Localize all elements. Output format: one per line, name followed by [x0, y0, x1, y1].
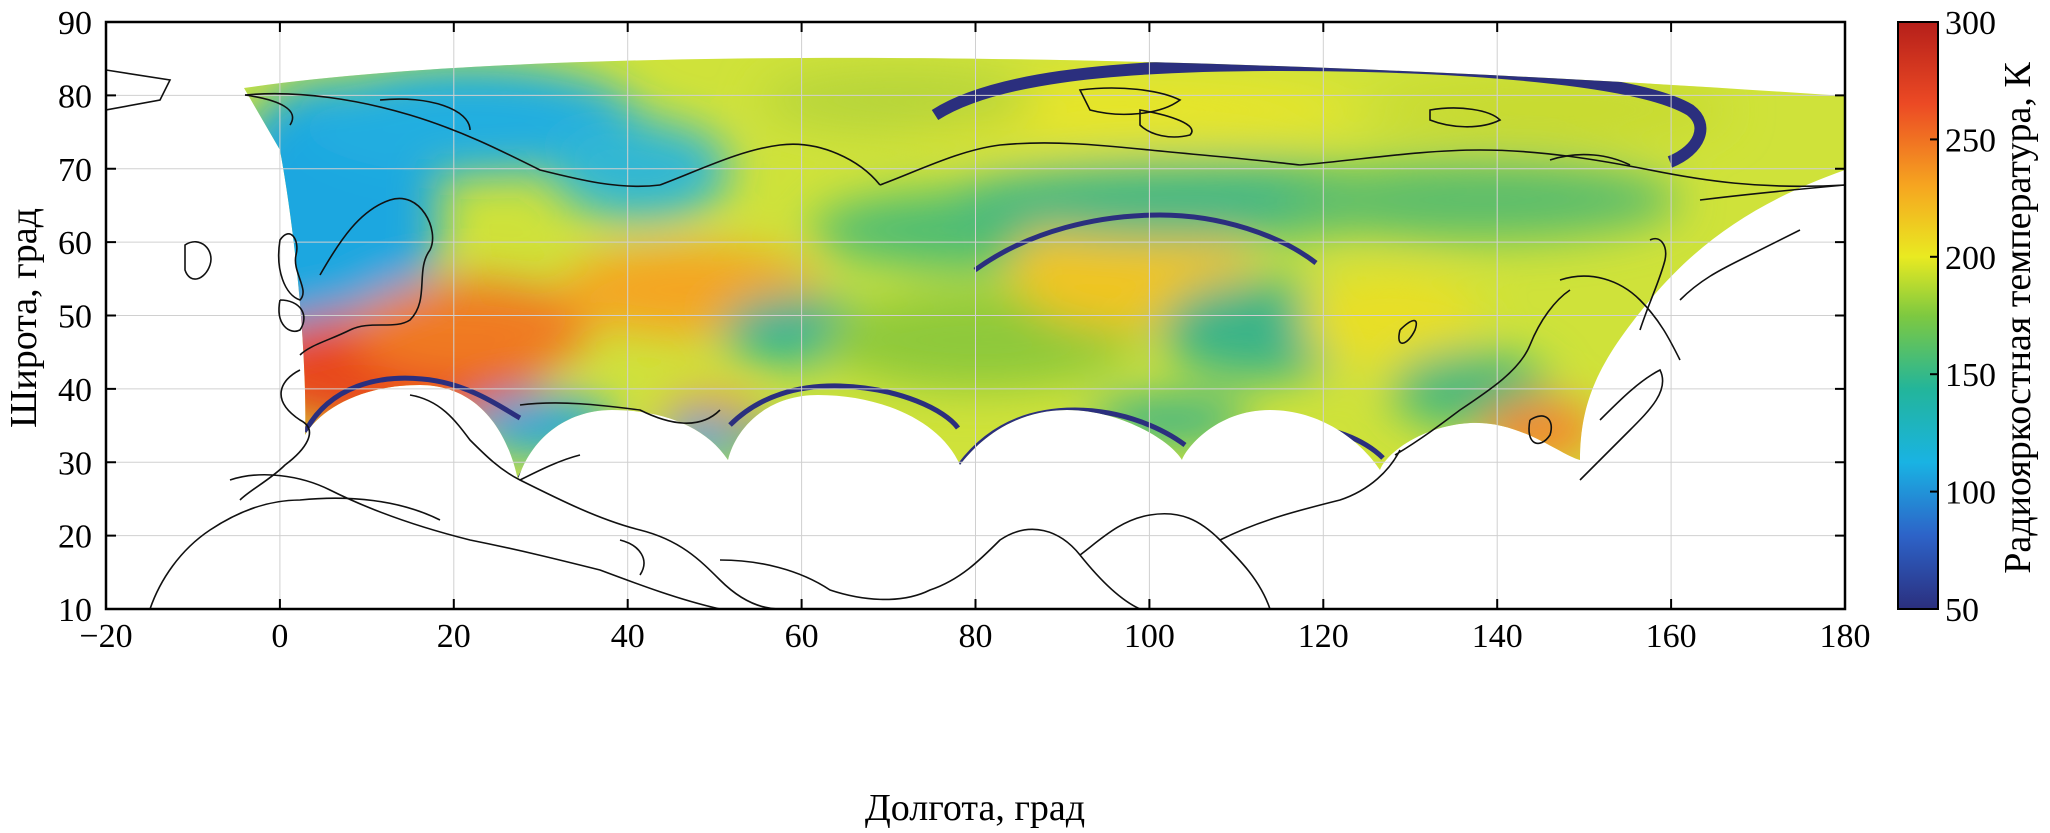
colorbar-tick-label: 200: [1945, 240, 1996, 277]
y-tick-label: 80: [58, 78, 92, 115]
y-tick-label: 10: [58, 592, 92, 629]
y-tick-label: 70: [58, 152, 92, 189]
x-tick-label: 20: [437, 618, 471, 655]
colorbar-tick-label: 50: [1945, 592, 1979, 629]
y-axis-title: Широта, град: [3, 208, 45, 428]
x-tick-label: −20: [79, 618, 132, 655]
x-tick-label: 80: [959, 618, 993, 655]
colorbar-ticks: 50 100 150 200 250 300: [1930, 5, 1996, 629]
x-tick-label: 0: [271, 618, 288, 655]
y-tick-label: 60: [58, 225, 92, 262]
colorbar: [1897, 21, 1939, 610]
y-tick-label: 50: [58, 299, 92, 336]
x-tick-label: 40: [611, 618, 645, 655]
x-tick-label: 60: [785, 618, 819, 655]
colorbar-tick-label: 100: [1945, 475, 1996, 512]
y-tick-label: 20: [58, 519, 92, 556]
x-tick-label: 160: [1646, 618, 1697, 655]
colorbar-tick-label: 150: [1945, 357, 1996, 394]
y-axis-ticks: 10 20 30 40 50 60 70 80 90: [58, 5, 1845, 629]
colorbar-tick-label: 300: [1945, 5, 1996, 42]
colorbar-tick-label: 250: [1945, 122, 1996, 159]
x-axis-ticks: −20 0 20 40 60 80 100 120 140 160 180: [79, 22, 1871, 655]
x-tick-label: 140: [1472, 618, 1523, 655]
coastlines: [106, 69, 1845, 609]
y-tick-label: 40: [58, 372, 92, 409]
x-tick-label: 100: [1124, 618, 1175, 655]
colorbar-title: Радиояркостная температура, К: [1997, 62, 2039, 574]
x-tick-label: 120: [1298, 618, 1349, 655]
grid: [106, 22, 1845, 609]
y-tick-label: 30: [58, 445, 92, 482]
y-tick-label: 90: [58, 5, 92, 42]
x-tick-label: 180: [1820, 618, 1871, 655]
x-axis-title: Долгота, град: [865, 787, 1085, 829]
